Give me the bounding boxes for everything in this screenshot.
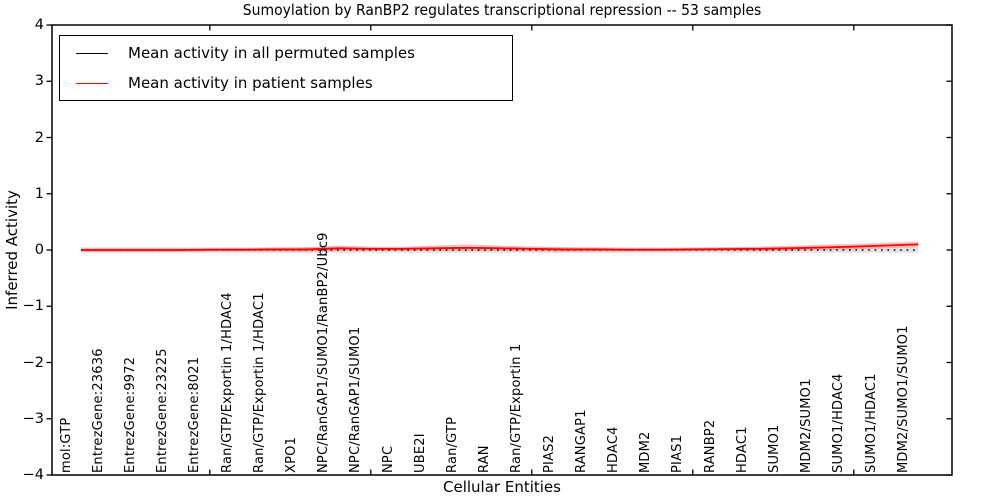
x-category-label: EntrezGene:9972 [122,356,138,473]
x-category-label: PIAS1 [670,434,686,473]
x-category-label: SUMO1/HDAC4 [831,373,847,473]
x-category-label: mol:GTP [58,417,74,473]
x-category-label: RANGAP1 [573,409,589,473]
y-tick-label: −3 [22,410,44,427]
x-category-label: MDM2/SUMO1 [799,378,815,473]
x-axis-label: Cellular Entities [443,478,561,496]
chart-title: Sumoylation by RanBP2 regulates transcri… [52,1,952,19]
x-category-label: NPC/RanGAP1/SUMO1/RanBP2/Ubc9 [316,232,332,473]
y-tick-label: 1 [34,185,44,202]
x-category-label: RAN [477,445,493,473]
x-category-label: MDM2 [638,431,654,473]
x-category-label: Ran/GTP/Exportin 1/HDAC4 [219,292,235,473]
x-category-label: SUMO1/HDAC1 [863,373,879,473]
x-category-label: EntrezGene:23225 [155,348,171,473]
y-tick-label: 2 [34,129,44,146]
legend-line-red-icon [76,82,108,84]
legend-label-patient: Mean activity in patient samples [128,74,373,92]
x-category-label: UBE2I [412,433,428,473]
x-category-label: NPC [380,445,396,473]
x-category-label: PIAS2 [541,434,557,473]
x-category-label: Ran/GTP/Exportin 1 [509,343,525,473]
legend-item-patient: Mean activity in patient samples [60,74,512,92]
x-category-label: XPO1 [283,436,299,473]
y-tick-label: −2 [22,354,44,371]
legend-item-permuted: Mean activity in all permuted samples [60,44,512,62]
y-tick-label: −1 [22,298,44,315]
y-tick-label: −4 [22,467,44,483]
x-category-label: MDM2/SUMO1/SUMO1 [895,325,911,473]
x-category-label: EntrezGene:23636 [90,348,106,473]
x-category-label: HDAC4 [605,426,621,473]
x-category-label: NPC/RanGAP1/SUMO1 [348,326,364,473]
x-category-label: Ran/GTP [444,416,460,473]
x-category-label: HDAC1 [734,426,750,473]
series-line-1 [81,243,919,251]
x-category-label: RANBP2 [702,419,718,473]
legend: Mean activity in all permuted samples Me… [59,35,513,101]
x-category-label: SUMO1 [766,424,782,474]
y-tick-label: 3 [34,73,44,90]
legend-label-permuted: Mean activity in all permuted samples [128,44,415,62]
legend-line-black-icon [76,52,108,54]
y-tick-label: 0 [34,242,44,258]
x-category-label: Ran/GTP/Exportin 1/HDAC1 [251,292,267,473]
x-category-label: EntrezGene:8021 [187,356,203,473]
chart-title-text: Sumoylation by RanBP2 regulates transcri… [242,1,762,19]
y-tick-label: 4 [34,17,44,33]
